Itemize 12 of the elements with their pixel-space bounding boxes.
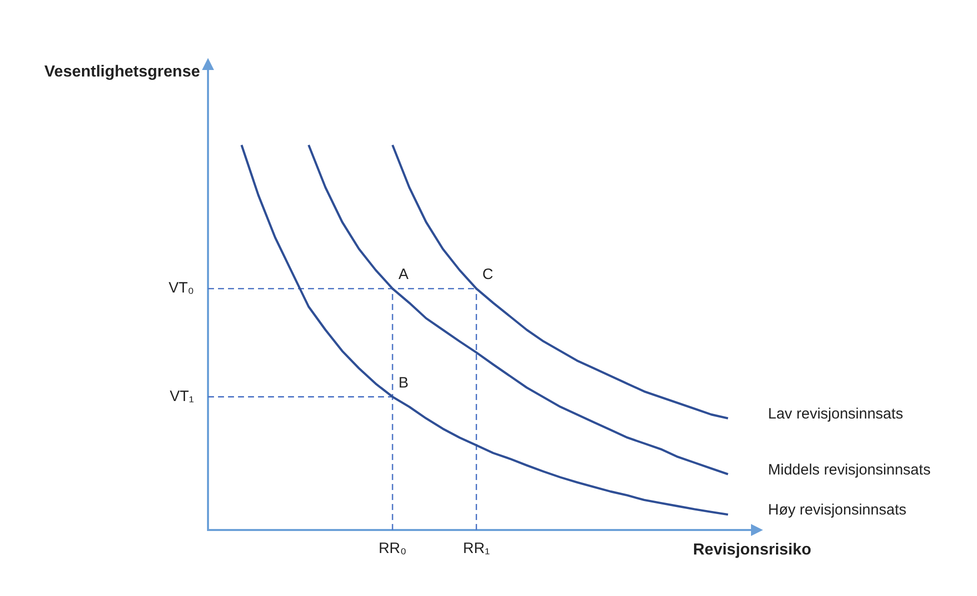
text: Høy revisjonsinnsats (768, 502, 906, 519)
annotation: B (398, 374, 409, 392)
text: Lav revisjonsinnsats (768, 405, 904, 422)
ref-line-label: VT₁ (170, 388, 194, 405)
x-tick-label: RR₁ (463, 540, 490, 558)
ref-line-label: VT₀ (168, 280, 194, 297)
x-tick-label: RR₀ (378, 540, 406, 558)
annotation: A (398, 266, 409, 284)
x-axis-title: Revisjonsrisiko (693, 541, 812, 558)
annotation: C (482, 266, 494, 284)
y-axis-title: Vesentlighetsgrense (44, 63, 200, 80)
text: Middels revisjonsinnsats (768, 461, 931, 478)
